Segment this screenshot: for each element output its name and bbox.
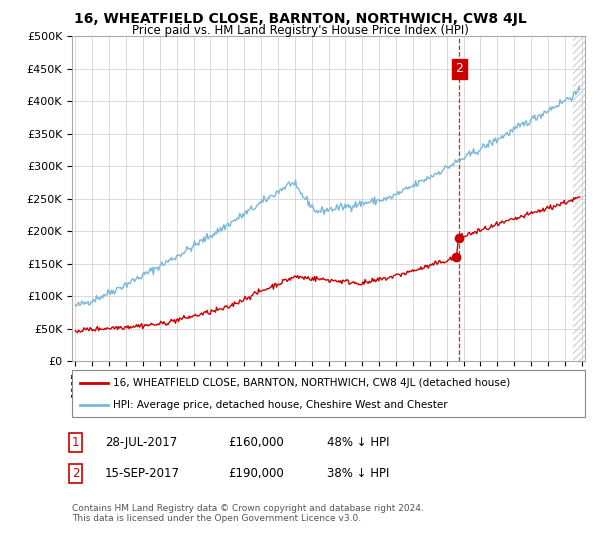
Text: 16, WHEATFIELD CLOSE, BARNTON, NORTHWICH, CW8 4JL: 16, WHEATFIELD CLOSE, BARNTON, NORTHWICH… — [74, 12, 526, 26]
Text: 28-JUL-2017: 28-JUL-2017 — [105, 436, 177, 449]
Text: Contains HM Land Registry data © Crown copyright and database right 2024.
This d: Contains HM Land Registry data © Crown c… — [72, 504, 424, 524]
Bar — [573, 36, 585, 361]
Text: 1: 1 — [72, 436, 79, 449]
Text: 48% ↓ HPI: 48% ↓ HPI — [327, 436, 389, 449]
Text: Price paid vs. HM Land Registry's House Price Index (HPI): Price paid vs. HM Land Registry's House … — [131, 24, 469, 36]
Text: 16, WHEATFIELD CLOSE, BARNTON, NORTHWICH, CW8 4JL (detached house): 16, WHEATFIELD CLOSE, BARNTON, NORTHWICH… — [113, 378, 510, 388]
Text: 2: 2 — [72, 466, 79, 480]
Text: 38% ↓ HPI: 38% ↓ HPI — [327, 466, 389, 480]
Text: 2: 2 — [455, 62, 463, 76]
Text: £190,000: £190,000 — [228, 466, 284, 480]
Text: HPI: Average price, detached house, Cheshire West and Chester: HPI: Average price, detached house, Ches… — [113, 400, 448, 410]
Text: £160,000: £160,000 — [228, 436, 284, 449]
Text: 15-SEP-2017: 15-SEP-2017 — [105, 466, 180, 480]
